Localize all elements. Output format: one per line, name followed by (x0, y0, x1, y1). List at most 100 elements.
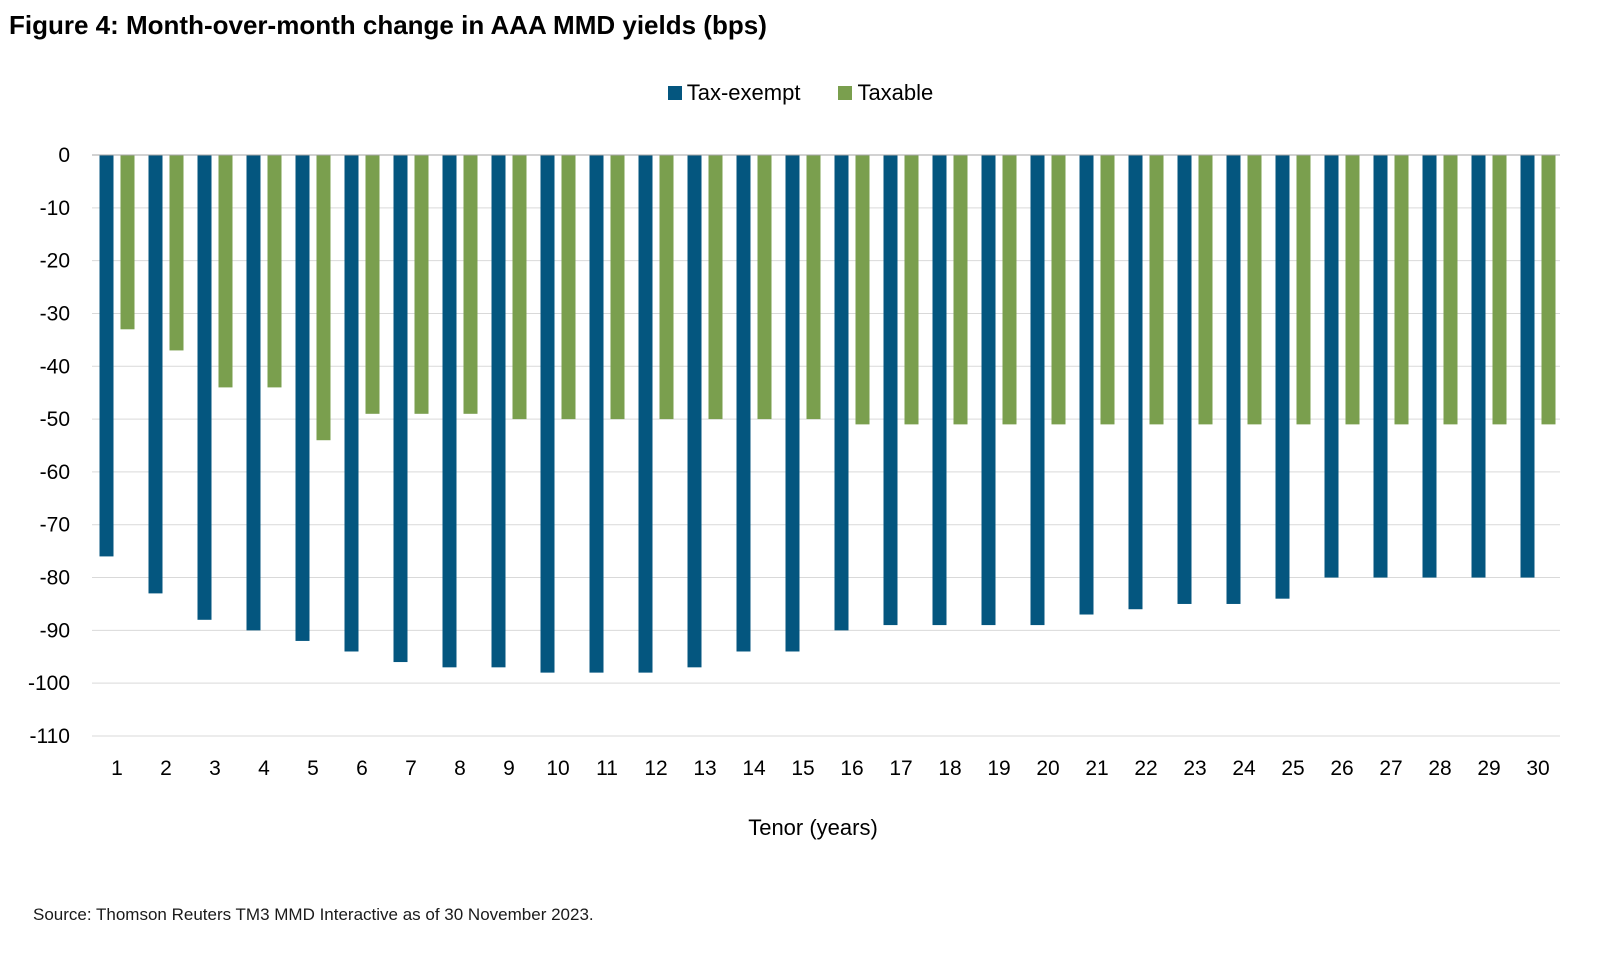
x-tick-label: 24 (1232, 757, 1256, 780)
bar-taxable (1541, 155, 1556, 425)
bar-tax-exempt (1079, 155, 1094, 615)
bar-taxable (1198, 155, 1213, 425)
bar-taxable (365, 155, 380, 414)
x-tick-label: 19 (987, 757, 1010, 780)
bar-tax-exempt (148, 155, 163, 594)
bar-tax-exempt (442, 155, 457, 668)
bar-tax-exempt (295, 155, 310, 641)
bar-tax-exempt (981, 155, 996, 626)
y-tick-label: -70 (40, 514, 70, 537)
bar-taxable (1492, 155, 1507, 425)
y-axis-ticks: 0 -10 -20 -30 -40 -50 -60 -70 -80 -90 -100 -110 (28, 144, 70, 748)
x-tick-label: 2 (160, 757, 172, 780)
legend-item-taxable: Taxable (838, 80, 933, 106)
bar-taxable (708, 155, 723, 420)
y-tick-label: -20 (40, 250, 70, 273)
x-tick-label: 30 (1526, 757, 1549, 780)
bar-taxable (218, 155, 233, 388)
bar-tax-exempt (1177, 155, 1192, 604)
bars (99, 155, 1556, 673)
x-axis-ticks: 1 2 3 4 5 6 7 8 9 10 11 12 13 14 15 16 17 18 19 20 21 22 23 24 2… (111, 757, 1550, 780)
x-tick-label: 7 (405, 757, 417, 780)
x-tick-label: 13 (693, 757, 716, 780)
y-tick-label: -80 (40, 567, 70, 590)
bar-taxable (1247, 155, 1262, 425)
bar-taxable (267, 155, 282, 388)
bar-taxable (757, 155, 772, 420)
y-tick-label: -10 (40, 197, 70, 220)
bar-tax-exempt (344, 155, 359, 652)
bar-tax-exempt (638, 155, 653, 673)
bar-taxable (1394, 155, 1409, 425)
x-tick-label: 6 (356, 757, 368, 780)
x-tick-label: 12 (644, 757, 667, 780)
x-tick-label: 11 (596, 757, 618, 780)
legend-swatch-taxable (838, 86, 853, 100)
bar-tax-exempt (589, 155, 604, 673)
y-tick-label: -30 (40, 302, 70, 325)
bar-tax-exempt (1128, 155, 1143, 610)
bar-taxable (1296, 155, 1311, 425)
x-tick-label: 29 (1477, 757, 1500, 780)
bar-tax-exempt (785, 155, 800, 652)
x-tick-label: 16 (840, 757, 863, 780)
x-tick-label: 9 (503, 757, 515, 780)
x-tick-label: 8 (454, 757, 466, 780)
bar-taxable (512, 155, 527, 420)
x-tick-label: 18 (938, 757, 961, 780)
x-tick-label: 5 (307, 757, 319, 780)
bar-taxable (1051, 155, 1066, 425)
y-tick-label: -60 (40, 461, 70, 484)
x-tick-label: 28 (1428, 757, 1451, 780)
bar-tax-exempt (393, 155, 408, 663)
bar-tax-exempt (540, 155, 555, 673)
bar-tax-exempt (99, 155, 114, 557)
bar-taxable (414, 155, 429, 414)
bar-taxable (806, 155, 821, 420)
x-tick-label: 22 (1134, 757, 1157, 780)
bar-tax-exempt (834, 155, 849, 631)
legend-label-taxable: Taxable (857, 80, 934, 105)
x-tick-label: 1 (111, 757, 123, 780)
bar-tax-exempt (1520, 155, 1535, 578)
bar-taxable (1443, 155, 1458, 425)
x-tick-label: 25 (1281, 757, 1304, 780)
y-tick-label: -100 (28, 672, 70, 695)
bar-tax-exempt (1030, 155, 1045, 626)
bar-taxable (120, 155, 135, 330)
bar-taxable (659, 155, 674, 420)
bar-taxable (169, 155, 184, 351)
bar-tax-exempt (1324, 155, 1339, 578)
bar-tax-exempt (883, 155, 898, 626)
source-note: Source: Thomson Reuters TM3 MMD Interact… (33, 905, 594, 924)
y-tick-label: -110 (30, 725, 70, 748)
bar-taxable (1100, 155, 1115, 425)
bar-tax-exempt (246, 155, 261, 631)
x-tick-label: 10 (546, 757, 569, 780)
x-tick-label: 26 (1330, 757, 1353, 780)
bar-taxable (855, 155, 870, 425)
bar-taxable (610, 155, 625, 420)
bar-tax-exempt (932, 155, 947, 626)
x-tick-label: 21 (1085, 757, 1108, 780)
gridlines (92, 207, 1560, 737)
x-tick-label: 23 (1183, 757, 1206, 780)
x-tick-label: 14 (742, 757, 766, 780)
legend-swatch-tax-exempt (667, 86, 682, 100)
bar-taxable (1149, 155, 1164, 425)
y-tick-label: -40 (40, 355, 70, 378)
y-tick-label: -50 (40, 408, 70, 431)
bar-taxable (316, 155, 331, 441)
bar-tax-exempt (491, 155, 506, 668)
bar-tax-exempt (1422, 155, 1437, 578)
legend-label-tax-exempt: Tax-exempt (686, 80, 801, 105)
chart-legend: Tax-exempt Taxable (0, 80, 1601, 106)
y-tick-label: 0 (58, 144, 70, 167)
x-tick-label: 20 (1036, 757, 1059, 780)
x-tick-label: 15 (791, 757, 814, 780)
x-tick-label: 3 (209, 757, 221, 780)
chart-title: Figure 4: Month-over-month change in AAA… (9, 10, 767, 40)
bar-taxable (904, 155, 919, 425)
bar-taxable (561, 155, 576, 420)
